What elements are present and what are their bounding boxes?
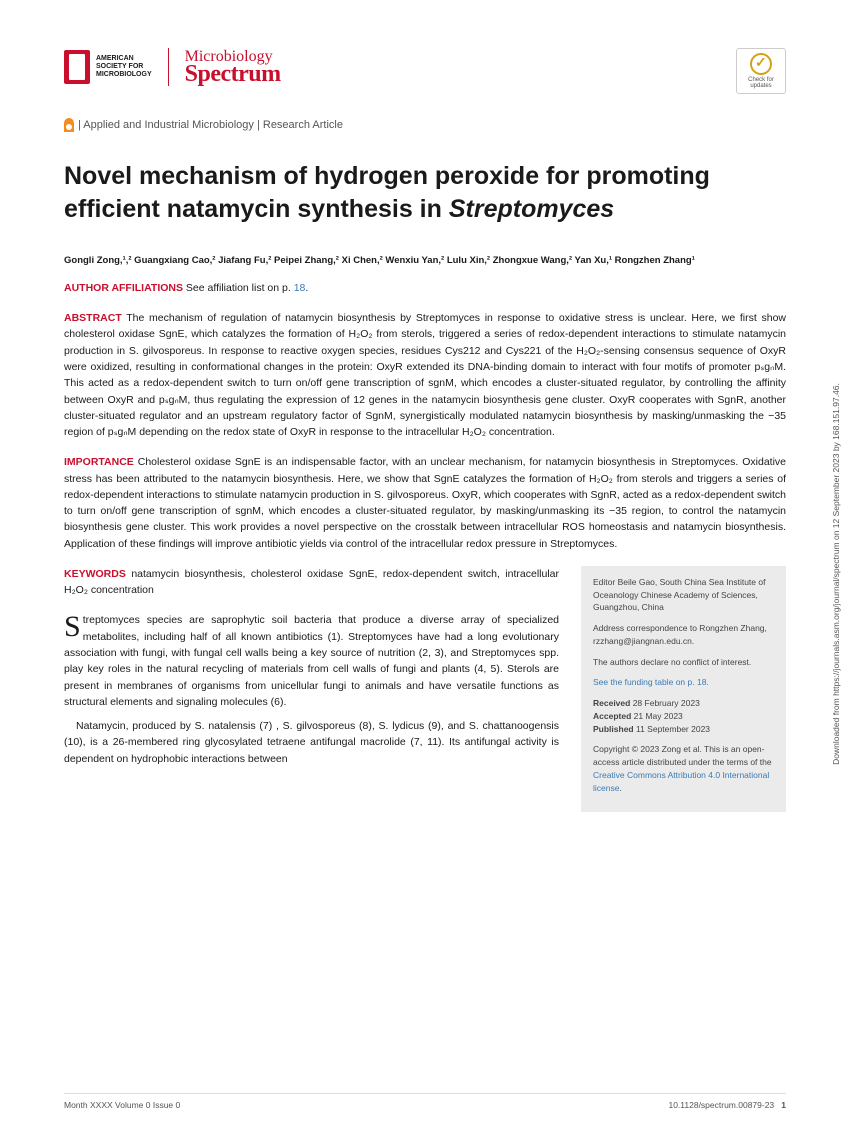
importance-label: IMPORTANCE [64, 456, 134, 468]
editor-info: Editor Beile Gao, South China Sea Instit… [593, 576, 774, 614]
footer: Month XXXX Volume 0 Issue 0 10.1128/spec… [64, 1093, 786, 1110]
body-para-2: Natamycin, produced by S. natalensis (7)… [64, 718, 559, 767]
logos: AMERICAN SOCIETY FOR MICROBIOLOGY Microb… [64, 48, 281, 86]
divider [168, 48, 169, 86]
affil-label: AUTHOR AFFILIATIONS [64, 282, 183, 294]
doi: 10.1128/spectrum.00879-23 [668, 1100, 774, 1110]
header: AMERICAN SOCIETY FOR MICROBIOLOGY Microb… [64, 48, 786, 94]
funding-link[interactable]: See the funding table on p. 18. [593, 677, 709, 687]
accepted-date: 21 May 2023 [631, 711, 683, 721]
affiliations-line: AUTHOR AFFILIATIONS See affiliation list… [64, 282, 786, 294]
asm-icon [64, 50, 90, 84]
copyright-info: Copyright © 2023 Zong et al. This is an … [593, 743, 774, 794]
abstract-label: ABSTRACT [64, 312, 122, 324]
journal-logo: Microbiology Spectrum [185, 50, 281, 84]
conflict-info: The authors declare no conflict of inter… [593, 656, 774, 669]
keywords-text: natamycin biosynthesis, cholesterol oxid… [64, 568, 559, 596]
affil-link[interactable]: 18 [294, 282, 306, 294]
page-num: 1 [781, 1100, 786, 1110]
asm-logo: AMERICAN SOCIETY FOR MICROBIOLOGY [64, 50, 152, 84]
check-icon [750, 53, 772, 75]
affil-end: . [305, 282, 308, 294]
journal-name-bot: Spectrum [185, 64, 281, 84]
body2-text: Natamycin, produced by S. natalensis (7)… [64, 720, 559, 765]
received-date: 28 February 2023 [630, 698, 699, 708]
received-label: Received [593, 698, 630, 708]
importance-text: Cholesterol oxidase SgnE is an indispens… [64, 456, 786, 549]
body-para-1: Streptomyces species are saprophytic soi… [64, 612, 559, 710]
check-text: Check for updates [748, 77, 774, 89]
download-info: Downloaded from https://journals.asm.org… [831, 383, 841, 765]
dropcap: S [64, 612, 83, 640]
check-updates-badge[interactable]: Check for updates [736, 48, 786, 94]
authors: Gongli Zong,¹,² Guangxiang Cao,² Jiafang… [64, 253, 786, 268]
keywords-label: KEYWORDS [64, 568, 126, 580]
dates-info: Received 28 February 2023 Accepted 21 Ma… [593, 697, 774, 735]
footer-right-group: 10.1128/spectrum.00879-23 1 [668, 1100, 786, 1110]
accepted-label: Accepted [593, 711, 631, 721]
footer-left: Month XXXX Volume 0 Issue 0 [64, 1100, 180, 1110]
published-date: 11 September 2023 [634, 724, 710, 734]
main-column: KEYWORDS natamycin biosynthesis, cholest… [64, 566, 559, 813]
funding-info: See the funding table on p. 18. [593, 676, 774, 689]
published-label: Published [593, 724, 634, 734]
article-title: Novel mechanism of hydrogen peroxide for… [64, 160, 786, 225]
keywords-section: KEYWORDS natamycin biosynthesis, cholest… [64, 566, 559, 599]
correspondence-info: Address correspondence to Rongzhen Zhang… [593, 622, 774, 648]
body1-text: treptomyces species are saprophytic soil… [64, 614, 559, 707]
copyright-end: . [619, 783, 621, 793]
asm-text: AMERICAN SOCIETY FOR MICROBIOLOGY [96, 55, 152, 78]
title-em: Streptomyces [449, 195, 614, 223]
abstract-section: ABSTRACT The mechanism of regulation of … [64, 310, 786, 440]
category-line: | Applied and Industrial Microbiology | … [64, 118, 786, 132]
copyright-text: Copyright © 2023 Zong et al. This is an … [593, 744, 772, 767]
open-access-icon [64, 118, 74, 132]
affil-text: See affiliation list on p. [183, 282, 294, 294]
sidebar: Editor Beile Gao, South China Sea Instit… [581, 566, 786, 813]
importance-section: IMPORTANCE Cholesterol oxidase SgnE is a… [64, 454, 786, 552]
category-text: | Applied and Industrial Microbiology | … [78, 119, 343, 131]
abstract-text: The mechanism of regulation of natamycin… [64, 312, 786, 438]
two-column-region: KEYWORDS natamycin biosynthesis, cholest… [64, 566, 786, 813]
body1-span: treptomyces species are saprophytic soil… [64, 614, 559, 707]
